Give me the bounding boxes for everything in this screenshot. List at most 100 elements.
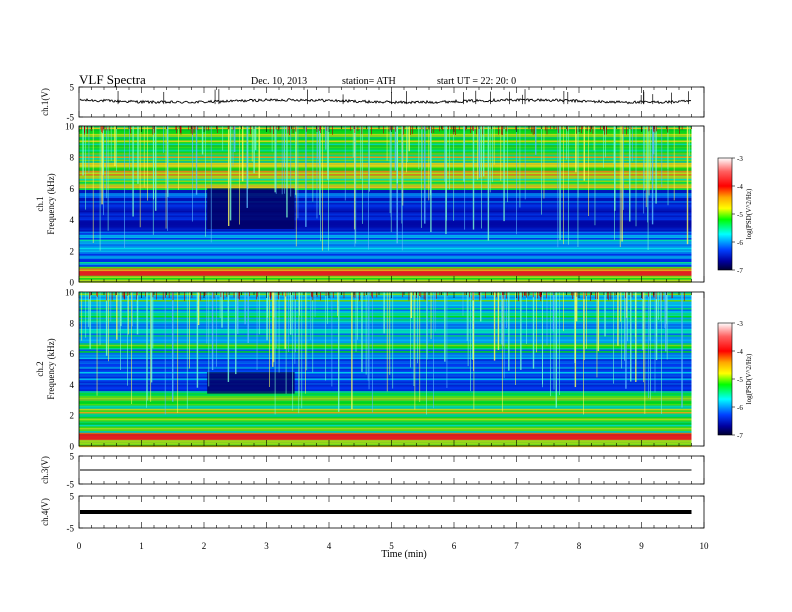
freq-band: [79, 392, 692, 395]
freq-band: [79, 172, 692, 174]
freq-band: [79, 260, 692, 262]
freq-band: [79, 375, 692, 377]
quiet-region: [207, 188, 295, 229]
freq-band: [79, 402, 692, 404]
freq-band: [79, 352, 692, 355]
panel-ch3-waveform: ch.3(V) 5 -5: [40, 452, 705, 490]
freq-band: [79, 230, 692, 232]
freq-band: [79, 135, 692, 138]
freq-band: [79, 346, 692, 348]
freq-band: [79, 134, 692, 136]
date-label: Dec. 10, 2013: [251, 76, 307, 87]
freq-band: [79, 440, 692, 443]
freq-band: [79, 145, 692, 147]
x-tick-label: 10: [700, 541, 710, 551]
freq-band: [79, 210, 692, 213]
freq-band: [79, 439, 692, 441]
freq-band: [79, 418, 692, 420]
no-data-area: [691, 126, 704, 282]
freq-band: [79, 215, 692, 218]
colorbar-tick-label: -4: [737, 348, 743, 356]
freq-band: [79, 338, 692, 340]
freq-band: [79, 268, 692, 270]
panel-ch2-spectrogram: ch.2 Frequency (kHz) 10 8 6 4 2 0: [35, 288, 705, 452]
freq-band: [79, 408, 692, 411]
freq-band: [79, 364, 692, 366]
freq-band: [79, 365, 692, 368]
freq-band: [79, 228, 692, 230]
freq-band: [79, 127, 692, 130]
freq-band: [79, 206, 692, 208]
station-label: station= ATH: [342, 76, 396, 87]
y-tick-label: 2: [70, 411, 75, 421]
freq-band: [79, 159, 692, 162]
panels: ch.1(V)5-5ch.1 Frequency (kHz)1086420ch.2…: [35, 83, 753, 552]
y-tick-label: -5: [67, 524, 75, 534]
x-tick-label: 1: [139, 541, 144, 551]
low-freq-band: [79, 271, 692, 276]
freq-band: [79, 278, 692, 280]
freq-band: [79, 126, 692, 128]
freq-band: [79, 266, 692, 269]
freq-band: [79, 316, 692, 318]
freq-band: [79, 129, 692, 131]
freq-band: [79, 330, 692, 332]
freq-band: [79, 325, 692, 328]
freq-band: [79, 426, 692, 428]
freq-band: [79, 214, 692, 216]
freq-band: [79, 391, 692, 393]
colorbar-ch2: -3 -4 -5 -6 -7 log(PSD(V^2/Hz): [717, 320, 753, 440]
low-freq-band: [79, 435, 692, 440]
freq-band: [79, 218, 692, 221]
freq-band: [79, 190, 692, 192]
freq-band: [79, 223, 692, 226]
freq-band: [79, 270, 692, 272]
freq-band: [79, 140, 692, 142]
freq-band: [79, 204, 692, 206]
x-tick-label: 0: [77, 541, 82, 551]
freq-band: [79, 167, 692, 170]
freq-band: [79, 220, 692, 222]
freq-band: [79, 341, 692, 344]
freq-band: [79, 319, 692, 321]
freq-band: [79, 234, 692, 237]
freq-band: [79, 231, 692, 234]
freq-band: [79, 333, 692, 336]
freq-band: [79, 250, 692, 253]
colorbar-gradient: [717, 322, 733, 436]
freq-band: [79, 162, 692, 165]
freq-band: [79, 146, 692, 149]
x-axis: 0 1 2 3 4 5 6 7 8 9 10: [77, 541, 709, 551]
x-tick-label: 2: [202, 541, 207, 551]
y-axis-label: Frequency (kHz): [46, 338, 56, 399]
freq-band: [79, 429, 692, 432]
freq-band: [79, 432, 692, 435]
freq-band: [79, 394, 692, 396]
freq-band: [79, 170, 692, 173]
y-axis-label: ch.1: [35, 196, 45, 211]
freq-band: [79, 306, 692, 308]
freq-band: [79, 225, 692, 227]
freq-band: [79, 300, 692, 302]
freq-band: [79, 389, 692, 392]
freq-band: [79, 191, 692, 194]
freq-band: [79, 423, 692, 425]
y-tick-label: 0: [70, 278, 75, 288]
no-data-area: [691, 292, 704, 446]
freq-band: [79, 175, 692, 178]
y-tick-label: 5: [70, 452, 75, 462]
freq-band: [79, 415, 692, 417]
freq-band: [79, 311, 692, 313]
freq-band: [79, 295, 692, 297]
freq-band: [79, 137, 692, 139]
freq-band: [79, 348, 692, 350]
y-tick-label: 6: [70, 184, 75, 194]
freq-band: [79, 381, 692, 384]
freq-band: [79, 309, 692, 312]
freq-band: [79, 400, 692, 403]
figure-title: VLF Spectra: [79, 72, 146, 87]
freq-band: [79, 410, 692, 412]
freq-band: [79, 442, 692, 444]
freq-band: [79, 239, 692, 242]
freq-band: [79, 199, 692, 202]
